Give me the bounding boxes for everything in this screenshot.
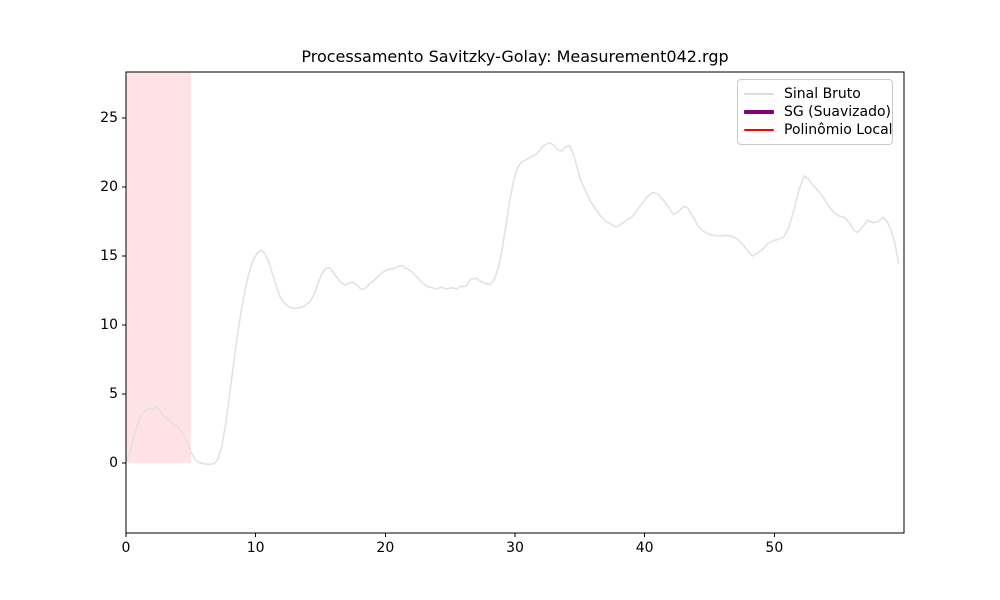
x-tick-label: 30 [506,540,524,556]
y-tick-label: 0 [109,455,118,472]
x-tick-label: 40 [635,540,654,556]
local-polynomial-line-swatch [744,129,774,131]
legend-label: Sinal Bruto [784,86,861,102]
legend-item-sinal-bruto: Sinal Bruto [744,85,884,103]
legend-item-sg-suavizado: SG (Suavizado) [744,103,891,121]
legend-label: SG (Suavizado) [784,104,892,120]
highlight-region-sg-window [126,72,191,464]
x-tick-label: 0 [121,540,131,556]
smoothed-line-swatch [744,110,774,114]
y-tick-label: 20 [100,178,118,195]
series-line-sinal-bruto [125,142,900,466]
legend-label: Polinômio Local [784,122,893,138]
legend: Sinal Bruto SG (Suavizado) Polinômio Loc… [737,79,893,145]
chart-title: Processamento Savitzky-Golay: Measuremen… [301,47,729,66]
y-tick-label: 25 [100,109,118,126]
y-tick-label: 10 [100,316,118,333]
x-tick-label: 50 [765,540,784,556]
x-tick-label: 10 [246,540,265,556]
legend-item-polinomio-local: Polinômio Local [744,121,893,139]
y-tick-label: 5 [109,386,118,402]
raw-signal-line-swatch [744,93,774,95]
x-tick-label: 20 [376,540,395,556]
y-tick-label: 15 [100,247,118,264]
